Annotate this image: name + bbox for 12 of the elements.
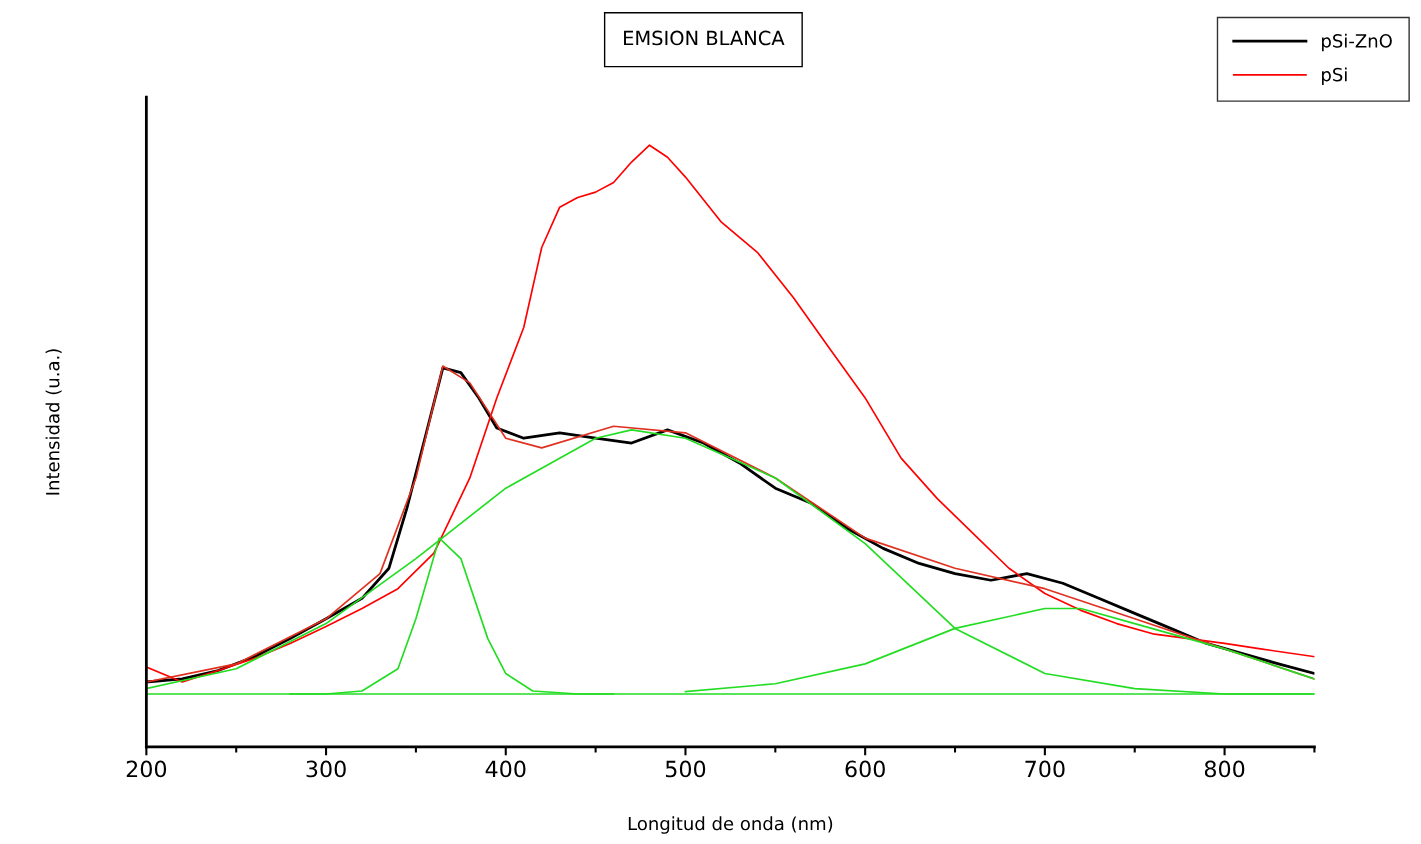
x-tick-label: 200 bbox=[126, 760, 167, 778]
legend-label: pSi-ZnO bbox=[1322, 33, 1392, 52]
x-tick-label: 500 bbox=[665, 760, 706, 778]
chart-title: EMSION BLANCA bbox=[624, 30, 785, 46]
x-tick-label: 400 bbox=[485, 760, 526, 778]
x-tick-label: 800 bbox=[1204, 760, 1245, 778]
x-tick-label: 600 bbox=[845, 760, 885, 778]
legend-label: pSi bbox=[1322, 67, 1347, 85]
y-axis-title: Intensidad (u.a.) bbox=[45, 349, 62, 495]
x-axis-title: Longitud de onda (nm) bbox=[628, 816, 833, 834]
x-tick-label: 700 bbox=[1025, 760, 1065, 778]
x-tick-label: 300 bbox=[306, 760, 346, 778]
